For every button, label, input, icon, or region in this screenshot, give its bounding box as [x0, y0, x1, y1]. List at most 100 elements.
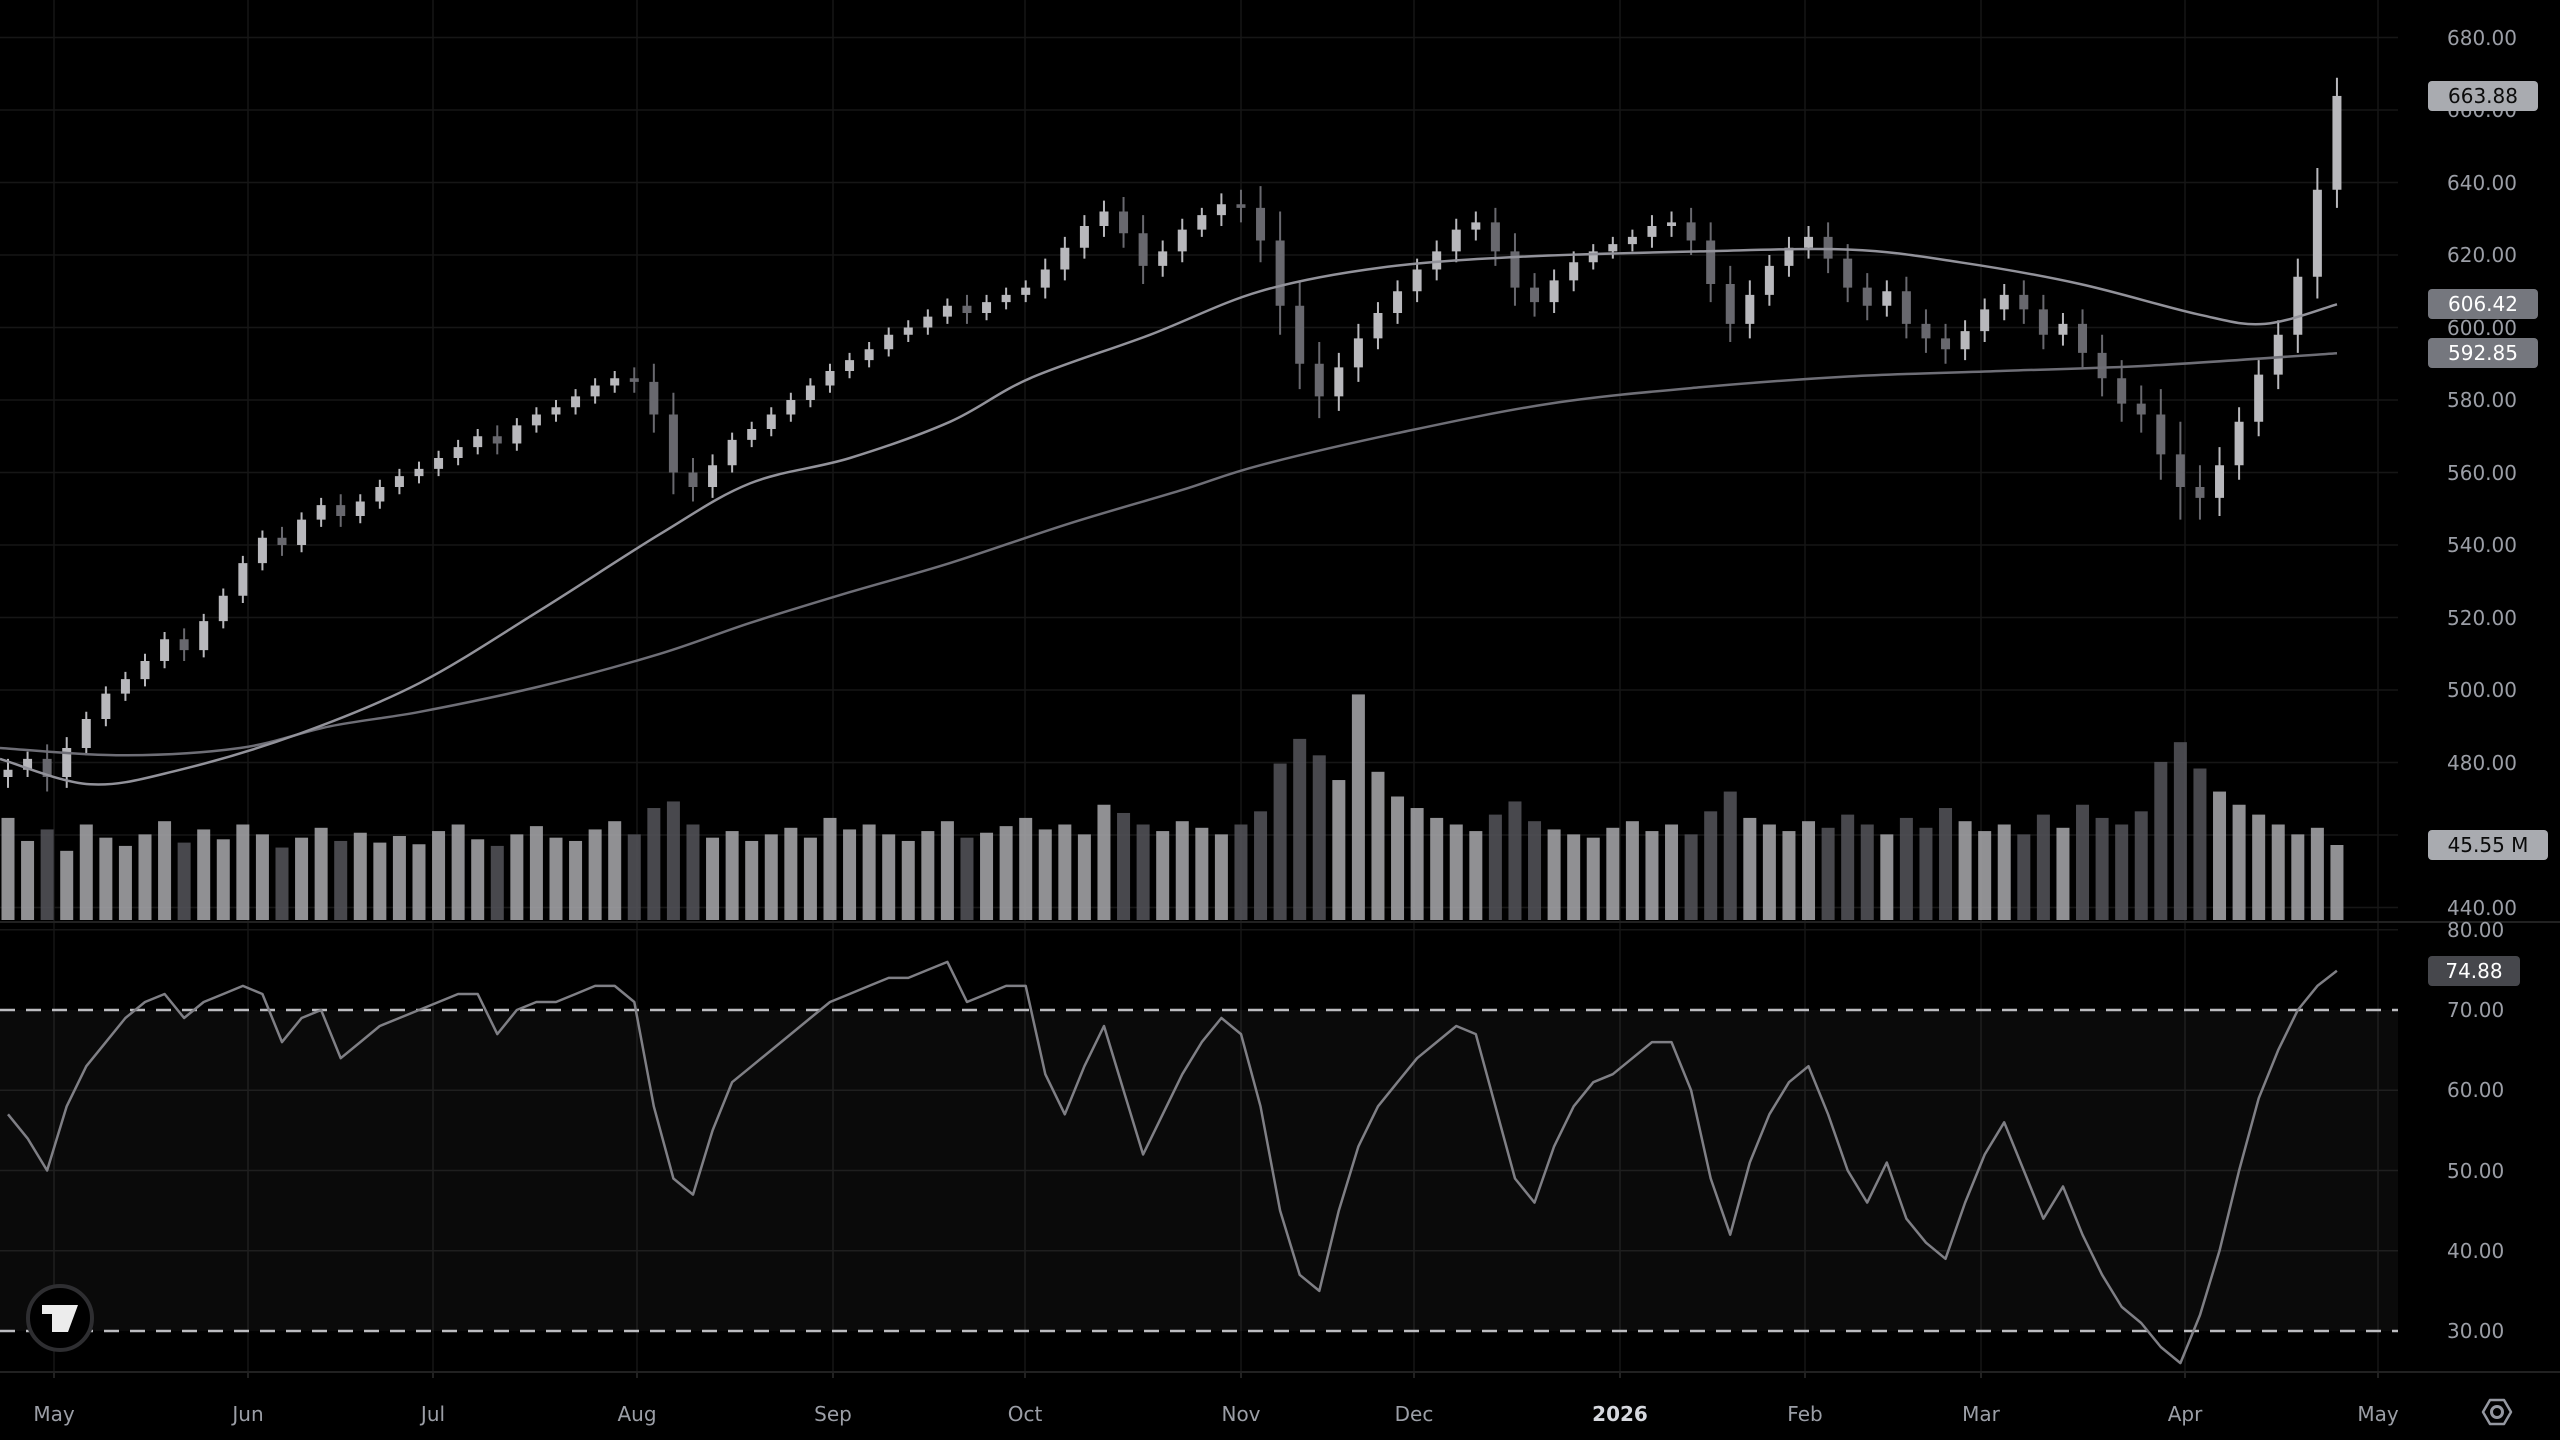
candle-body [140, 661, 150, 680]
candle-body [257, 537, 267, 564]
rsi-axis-label: 80.00 [2447, 917, 2505, 942]
candle-body [160, 639, 170, 661]
volume-bar [1488, 814, 1502, 920]
volume-bar [725, 831, 739, 920]
candle-body [512, 425, 522, 444]
month-label-may: May [33, 1402, 75, 1426]
ma-slow-badge: 592.85 [2428, 338, 2538, 368]
volume-bar [2310, 827, 2324, 920]
volume-bar [1567, 834, 1581, 920]
candle-body [825, 371, 835, 386]
candle-body [1256, 207, 1266, 241]
candle-body [1941, 338, 1951, 350]
month-label-jul: Jul [420, 1402, 446, 1426]
candle-body [1393, 291, 1403, 313]
volume-bar [2173, 742, 2187, 920]
volume-bar [432, 831, 446, 920]
candle-body [120, 679, 130, 694]
volume-bar [2056, 827, 2070, 920]
candle-body [1725, 284, 1735, 324]
tradingview-logo[interactable] [26, 1284, 94, 1352]
candle-body [1138, 233, 1148, 266]
candle-body [1314, 363, 1324, 397]
volume-bar [1, 817, 15, 920]
candle-body [1960, 331, 1970, 350]
volume-bar [1586, 837, 1600, 920]
volume-bar [1254, 811, 1268, 920]
volume-bar [2115, 824, 2129, 920]
candle-body [1353, 338, 1363, 368]
candle-body [1236, 204, 1246, 208]
month-label-oct: Oct [1007, 1402, 1043, 1426]
price-axis-label: 680.00 [2447, 25, 2517, 50]
volume-bar [999, 826, 1013, 920]
volume-bar [1665, 824, 1679, 920]
gear-icon[interactable] [2481, 1398, 2513, 1426]
price-axis-label: 480.00 [2447, 750, 2517, 775]
candle-body [3, 769, 13, 777]
candle-body [1275, 240, 1285, 306]
candle-body [1784, 247, 1794, 266]
volume-bar [2213, 791, 2227, 920]
volume-bar [177, 842, 191, 920]
volume-bar [1704, 811, 1718, 920]
price-axis-label: 520.00 [2447, 605, 2517, 630]
volume-bar [60, 850, 74, 920]
month-label-apr: Apr [2167, 1402, 2203, 1426]
volume-bar [1234, 824, 1248, 920]
price-axis-label: 640.00 [2447, 170, 2517, 195]
volume-bar [490, 845, 504, 920]
price-axis-label: 580.00 [2447, 388, 2517, 412]
volume-badge: 45.55 M [2428, 830, 2548, 860]
candle-body [1764, 265, 1774, 295]
tradingview-logo-glyph-7 [57, 1305, 78, 1332]
volume-bar [2271, 824, 2285, 920]
volume-bar [706, 837, 720, 920]
candle-body [629, 378, 639, 382]
volume-bar [1860, 824, 1874, 920]
volume-bar [960, 837, 974, 920]
volume-bar [882, 834, 896, 920]
month-label-nov: Nov [1221, 1402, 1261, 1426]
volume-bar [784, 827, 798, 920]
candle-body [434, 458, 444, 469]
candle-body [1510, 251, 1520, 288]
month-label-may: May [2357, 1402, 2399, 1426]
volume-bar [1332, 780, 1346, 920]
volume-bar [99, 837, 113, 920]
candle-body [1686, 222, 1696, 241]
pane-separators [0, 921, 2560, 1378]
candle-body [2058, 323, 2068, 335]
volume-bar [1821, 827, 1835, 920]
candle-body [1588, 251, 1598, 263]
candle-body [747, 429, 757, 440]
price-axis-label: 500.00 [2447, 678, 2517, 702]
candle-body [1823, 236, 1833, 259]
candle-body [668, 414, 678, 473]
candle-body [453, 447, 463, 458]
volume-bar [608, 821, 622, 920]
price-axis-label: 440.00 [2447, 895, 2517, 920]
moving-average-lines [0, 247, 2338, 786]
candle-body [2215, 465, 2225, 498]
volume-bar [1978, 831, 1992, 920]
volume-bar [1312, 755, 1326, 920]
volume-bar [1880, 834, 1894, 920]
volume-bars [1, 694, 2344, 920]
volume-bar [764, 834, 778, 920]
volume-bar [1351, 694, 1365, 920]
gear-icon-circle [2490, 1405, 2504, 1419]
candle-body [1999, 294, 2009, 310]
volume-bar [118, 845, 132, 920]
volume-bar [921, 831, 935, 920]
volume-bar [529, 826, 543, 920]
volume-bar [1606, 827, 1620, 920]
candle-body [394, 476, 404, 487]
candle-body [962, 305, 972, 313]
candle-body [942, 305, 952, 317]
candle-body [2078, 323, 2088, 353]
volume-bar [1117, 812, 1131, 920]
candle-body [805, 385, 815, 400]
